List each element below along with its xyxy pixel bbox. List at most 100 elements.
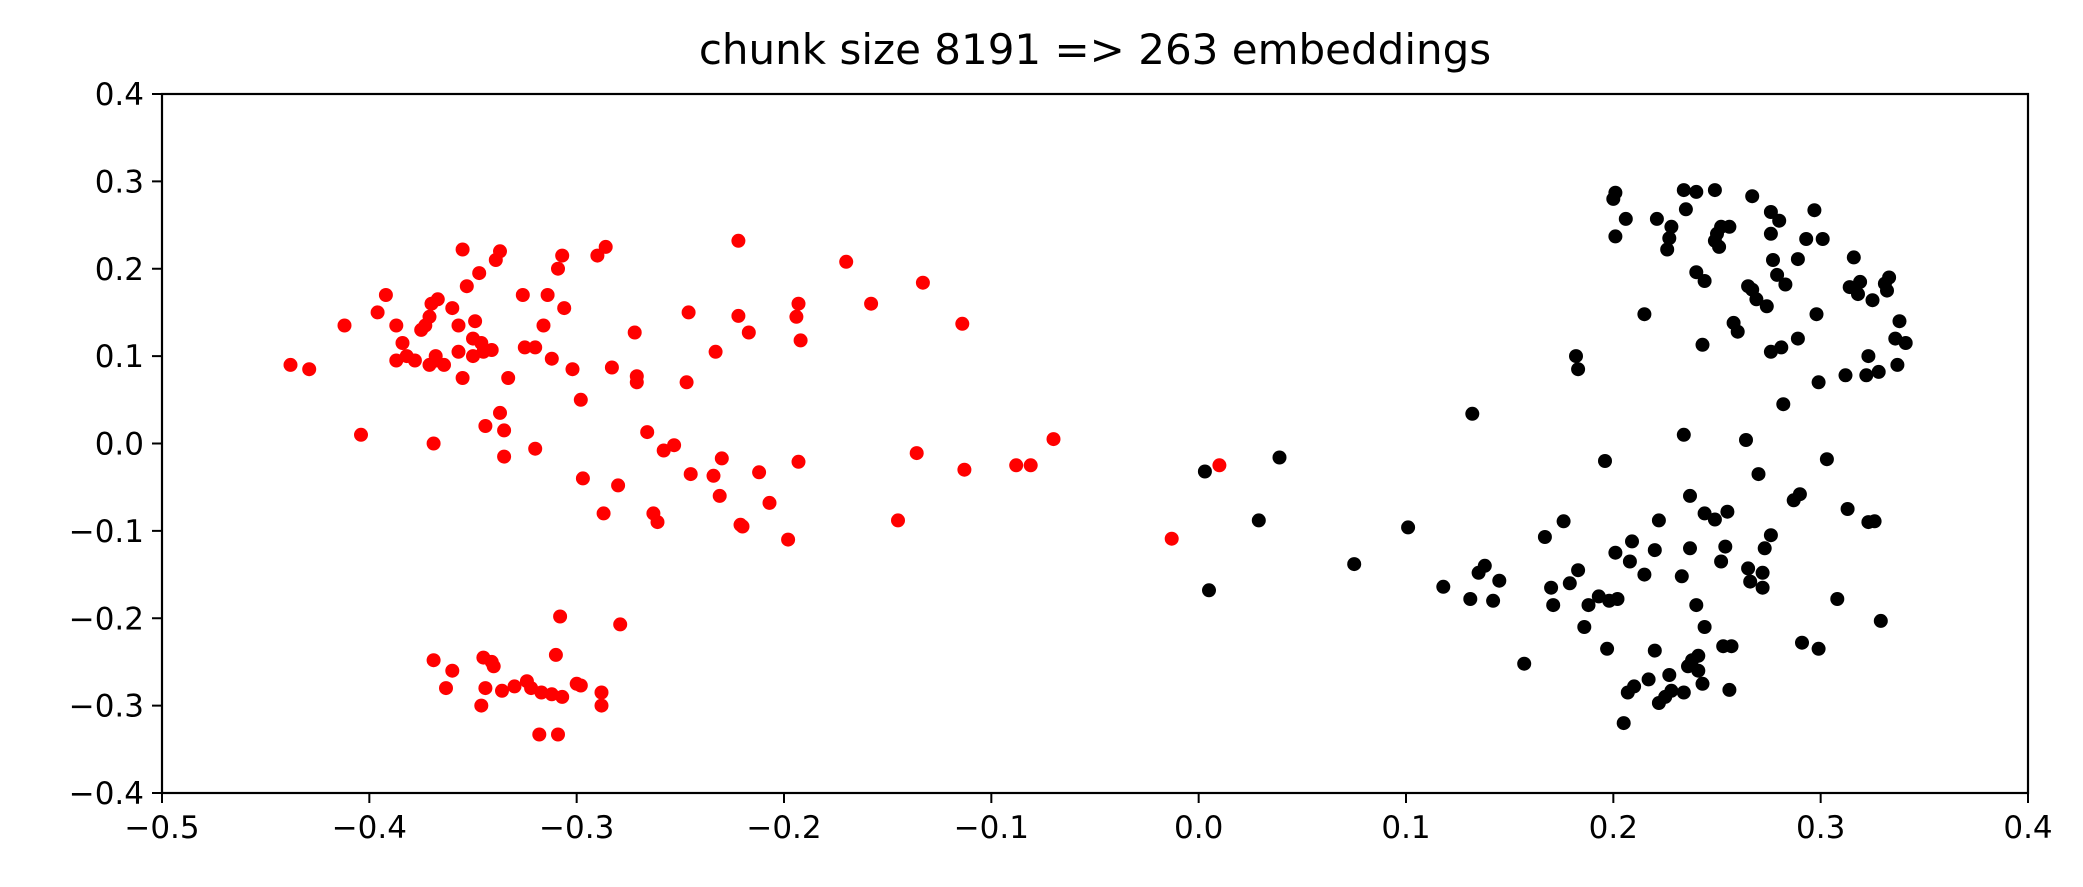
scatter-point-s0-78 xyxy=(741,325,756,340)
scatter-point-s1-81 xyxy=(1720,504,1735,519)
scatter-point-s1-129 xyxy=(1861,349,1876,364)
scatter-point-s1-21 xyxy=(1571,563,1586,578)
scatter-point-s0-86 xyxy=(839,254,854,269)
scatter-point-s1-33 xyxy=(1616,716,1631,731)
scatter-point-s1-83 xyxy=(1722,682,1737,697)
scatter-point-s1-99 xyxy=(1763,205,1778,219)
scatter-point-s1-20 xyxy=(1571,362,1586,377)
scatter-point-s0-38 xyxy=(497,423,512,438)
scatter-point-s1-110 xyxy=(1790,252,1805,267)
scatter-point-s0-50 xyxy=(557,301,572,316)
scatter-point-s0-67 xyxy=(679,375,694,390)
scatter-point-s1-74 xyxy=(1707,512,1722,527)
scatter-point-s0-30 xyxy=(472,266,487,281)
scatter-point-s0-45 xyxy=(536,318,551,333)
scatter-point-s0-8 xyxy=(395,336,410,350)
scatter-point-s0-25 xyxy=(455,242,470,257)
scatter-point-s0-59 xyxy=(627,325,642,340)
scatter-point-s1-8 xyxy=(1465,406,1480,421)
scatter-point-s1-66 xyxy=(1691,648,1706,663)
scatter-point-s1-94 xyxy=(1751,467,1766,482)
scatter-point-s1-112 xyxy=(1792,487,1807,502)
scatter-point-s1-56 xyxy=(1676,685,1691,700)
y-tick-label-8: −0.4 xyxy=(69,776,144,812)
x-tick-label-6: 0.1 xyxy=(1381,810,1430,846)
scatter-point-s1-23 xyxy=(1581,598,1596,613)
scatter-point-s0-80 xyxy=(762,495,777,510)
scatter-point-s0-58 xyxy=(611,478,626,493)
scatter-point-s0-75 xyxy=(731,308,746,323)
scatter-point-s0-89 xyxy=(909,446,924,461)
scatter-point-s1-22 xyxy=(1577,620,1592,634)
scatter-point-s0-90 xyxy=(915,275,930,290)
scatter-point-s0-100 xyxy=(445,663,460,678)
scatter-point-s0-105 xyxy=(486,659,501,674)
scatter-point-s1-1 xyxy=(1202,583,1216,598)
scatter-point-s1-122 xyxy=(1838,368,1853,383)
scatter-point-s1-39 xyxy=(1637,307,1652,322)
scatter-point-s1-115 xyxy=(1807,203,1822,218)
scatter-point-s1-12 xyxy=(1492,573,1507,588)
scatter-point-s1-37 xyxy=(1625,534,1639,549)
y-tick-label-6: −0.2 xyxy=(69,601,144,637)
scatter-point-s0-46 xyxy=(540,288,555,302)
scatter-point-s1-40 xyxy=(1637,567,1652,582)
scatter-point-s1-57 xyxy=(1678,202,1693,217)
scatter-point-s0-69 xyxy=(683,467,698,482)
scatter-point-s1-67 xyxy=(1695,337,1710,352)
scatter-point-s0-49 xyxy=(555,248,570,263)
scatter-point-s1-25 xyxy=(1598,454,1612,468)
scatter-point-s0-79 xyxy=(752,465,767,480)
scatter-point-s1-101 xyxy=(1763,528,1778,543)
scatter-point-s1-126 xyxy=(1851,287,1865,302)
scatter-point-s1-121 xyxy=(1830,592,1845,606)
scatter-point-s0-91 xyxy=(955,316,970,331)
scatter-point-s1-89 xyxy=(1741,561,1756,576)
scatter-point-s1-53 xyxy=(1674,569,1689,584)
scatter-point-s0-84 xyxy=(791,454,806,469)
scatter-point-s0-110 xyxy=(532,727,547,742)
scatter-point-s1-16 xyxy=(1546,598,1561,613)
scatter-point-s0-2 xyxy=(337,318,352,333)
scatter-point-s0-107 xyxy=(507,679,522,694)
scatter-point-s0-101 xyxy=(474,698,489,713)
scatter-point-s1-3 xyxy=(1272,450,1287,465)
scatter-point-s1-60 xyxy=(1683,488,1697,503)
scatter-point-s0-4 xyxy=(370,305,385,320)
scatter-point-s0-39 xyxy=(497,449,512,464)
scatter-point-s0-53 xyxy=(575,471,590,486)
scatter-point-s1-72 xyxy=(1707,183,1722,198)
scatter-point-s1-34 xyxy=(1618,211,1633,226)
scatter-point-s0-47 xyxy=(544,351,559,366)
scatter-point-s1-118 xyxy=(1811,641,1826,656)
scatter-point-s0-23 xyxy=(451,318,466,333)
scatter-point-s1-5 xyxy=(1401,520,1416,535)
scatter-point-s1-90 xyxy=(1743,574,1758,589)
scatter-point-s0-16 xyxy=(426,436,441,451)
x-tick-label-3: −0.2 xyxy=(746,810,821,846)
scatter-point-s0-77 xyxy=(735,519,750,534)
scatter-point-s0-95 xyxy=(1046,432,1061,447)
scatter-point-s0-21 xyxy=(445,301,460,316)
scatter-point-s0-40 xyxy=(501,371,516,385)
scatter-point-s0-118 xyxy=(573,678,588,693)
scatter-point-s0-96 xyxy=(1164,531,1179,546)
scatter-point-s0-43 xyxy=(528,340,543,355)
scatter-point-s1-43 xyxy=(1647,643,1662,658)
scatter-point-s0-3 xyxy=(354,427,368,442)
scatter-point-s1-62 xyxy=(1689,265,1704,280)
y-tick-label-4: 0.0 xyxy=(95,427,144,463)
scatter-point-s0-42 xyxy=(517,340,532,355)
scatter-point-s1-0 xyxy=(1197,464,1212,479)
scatter-point-s1-36 xyxy=(1622,554,1637,569)
scatter-point-s1-106 xyxy=(1774,340,1789,355)
scatter-point-s0-116 xyxy=(555,689,570,704)
scatter-point-s1-80 xyxy=(1718,539,1733,554)
scatter-point-s0-54 xyxy=(590,248,605,263)
scatter-point-s1-100 xyxy=(1763,226,1778,241)
scatter-point-s0-44 xyxy=(528,441,543,456)
scatter-point-s0-97 xyxy=(1212,458,1227,473)
scatter-point-s1-131 xyxy=(1865,293,1880,308)
scatter-point-s0-87 xyxy=(864,296,879,311)
